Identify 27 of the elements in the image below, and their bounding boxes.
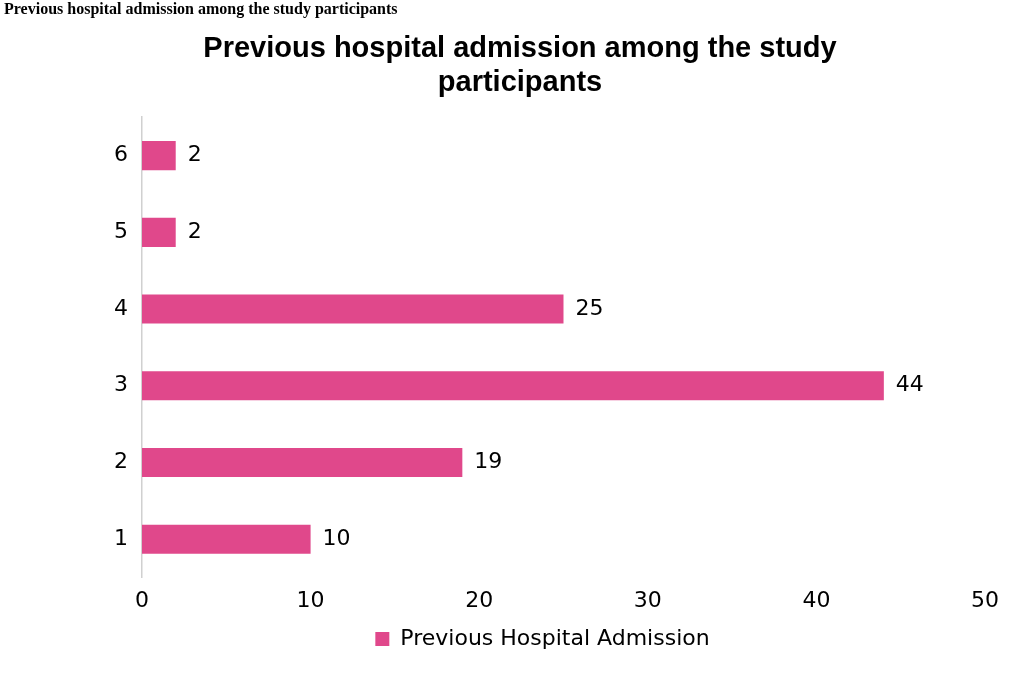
legend-label: Previous Hospital Admission bbox=[400, 624, 710, 650]
y-tick-label: 4 bbox=[114, 294, 128, 320]
bar bbox=[142, 217, 176, 247]
x-tick-label: 0 bbox=[135, 586, 149, 612]
data-label: 25 bbox=[575, 294, 604, 320]
bar bbox=[142, 447, 463, 478]
y-tick-label: 5 bbox=[114, 218, 128, 244]
bar bbox=[142, 524, 311, 554]
x-tick-label: 30 bbox=[633, 586, 662, 612]
bar bbox=[142, 294, 564, 324]
bar bbox=[142, 140, 176, 171]
y-tick-label: 2 bbox=[114, 448, 128, 474]
x-tick-label: 40 bbox=[802, 586, 831, 612]
data-label: 44 bbox=[895, 371, 924, 397]
y-tick-label: 3 bbox=[114, 371, 128, 397]
bar bbox=[142, 371, 884, 401]
data-label: 19 bbox=[474, 448, 503, 474]
data-label: 2 bbox=[187, 218, 202, 244]
text: Previous hospital admission among the study participants bbox=[4, 0, 398, 18]
x-tick-label: 50 bbox=[971, 586, 999, 612]
y-tick-label: 1 bbox=[114, 524, 128, 550]
x-tick-label: 20 bbox=[465, 586, 494, 612]
data-label: 2 bbox=[187, 141, 202, 167]
data-label: 10 bbox=[322, 524, 351, 550]
chart-title: Previous hospital admission among the study participants bbox=[202, 30, 838, 98]
x-tick-label: 10 bbox=[296, 586, 325, 612]
y-tick-label: 6 bbox=[114, 141, 128, 167]
